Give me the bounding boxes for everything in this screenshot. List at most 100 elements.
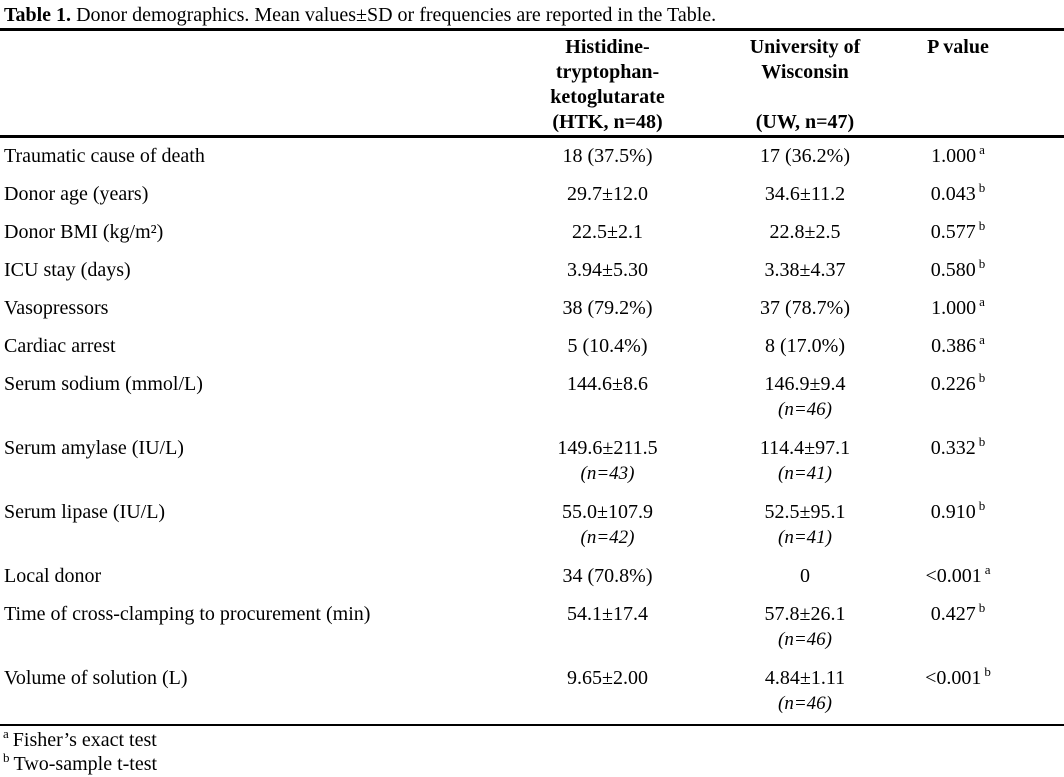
uw-value: 34.6±11.2 (710, 176, 900, 214)
table-body: Traumatic cause of death 18 (37.5%) 17 (36… (0, 137, 1064, 725)
htk-value-main: 29.7±12.0 (567, 183, 648, 205)
uw-value-main: 146.9±9.4 (764, 373, 846, 395)
column-header-htk: Histidine- tryptophan- ketoglutarate (HT… (505, 31, 710, 138)
footnote-b-text: Two-sample t-test (13, 753, 158, 775)
uw-value-main: 114.4±97.1 (759, 437, 851, 459)
uw-value-main: 0 (800, 565, 810, 587)
column-header-pvalue: P value (900, 31, 1064, 138)
column-header-htk-name: Histidine- tryptophan- ketoglutarate (550, 36, 665, 108)
footnote-a-text: Fisher’s exact test (12, 729, 157, 751)
htk-value: 144.6±8.6 (505, 366, 710, 430)
htk-value-main: 144.6±8.6 (567, 373, 648, 395)
p-value-footnote-marker: b (978, 256, 986, 272)
table-caption-text: Donor demographics. Mean values±SD or fr… (76, 4, 717, 26)
p-value-footnote-marker: a (979, 294, 985, 310)
uw-value-n: (n=46) (778, 629, 832, 650)
p-value-footnote-marker: b (978, 600, 986, 616)
p-value-number: 0.043 (930, 183, 976, 205)
htk-value-main: 55.0±107.9 (562, 501, 653, 523)
uw-value: 146.9±9.4 (n=46) (710, 366, 900, 430)
p-value-number: <0.001 (925, 565, 982, 587)
row-label: Volume of solution (L) (4, 667, 188, 689)
row-label: ICU stay (days) (4, 259, 131, 281)
table-row: Donor BMI (kg/m²) 22.5±2.1 22.8±2.5 0.577 b (0, 214, 1064, 252)
htk-value: 29.7±12.0 (505, 176, 710, 214)
column-header-uw-n: (UW, n=47) (755, 111, 855, 133)
uw-value: 52.5±95.1 (n=41) (710, 494, 900, 558)
p-value-footnote-marker: b (978, 434, 986, 450)
uw-value-main: 57.8±26.1 (764, 603, 846, 625)
htk-value-n: (n=43) (580, 463, 635, 484)
uw-value: 8 (17.0%) (710, 328, 900, 366)
htk-value-main: 5 (10.4%) (567, 335, 648, 357)
htk-value: 38 (79.2%) (505, 290, 710, 328)
uw-value-main: 3.38±4.37 (764, 259, 846, 281)
p-value: 0.332 b (900, 430, 1064, 494)
htk-value: 5 (10.4%) (505, 328, 710, 366)
p-value-footnote-marker: b (978, 370, 986, 386)
htk-value-main: 9.65±2.00 (567, 667, 648, 689)
column-header-pvalue-name: P value (927, 36, 989, 58)
uw-value-main: 22.8±2.5 (769, 221, 841, 243)
p-value-number: 0.226 (930, 373, 976, 395)
uw-value: 37 (78.7%) (710, 290, 900, 328)
p-value-footnote-marker: b (978, 180, 986, 196)
p-value: 0.427 b (900, 596, 1064, 660)
p-value-footnote-marker: a (984, 562, 991, 578)
p-value: 0.043 b (900, 176, 1064, 214)
table-row: Serum amylase (IU/L) 149.6±211.5 (n=43) 114… (0, 430, 1064, 494)
table-row: Local donor 34 (70.8%) 0 <0.001 a (0, 558, 1064, 596)
uw-value: 0 (710, 558, 900, 596)
table-row: Donor age (years) 29.7±12.0 34.6±11.2 0.043… (0, 176, 1064, 214)
row-label: Cardiac arrest (4, 335, 116, 357)
table-row: Traumatic cause of death 18 (37.5%) 17 (36… (0, 137, 1064, 177)
row-label: Vasopressors (4, 297, 109, 319)
p-value: 1.000 a (900, 137, 1064, 177)
p-value: 1.000 a (900, 290, 1064, 328)
p-value-number: <0.001 (925, 667, 982, 689)
uw-value-main: 17 (36.2%) (760, 145, 850, 167)
footnote-b: b Two-sample t-test (3, 751, 1064, 776)
uw-value: 4.84±1.11 (n=46) (710, 660, 900, 724)
p-value: 0.580 b (900, 252, 1064, 290)
htk-value: 34 (70.8%) (505, 558, 710, 596)
htk-value-main: 3.94±5.30 (567, 259, 648, 281)
table-row: Serum lipase (IU/L) 55.0±107.9 (n=42) 52.5±… (0, 494, 1064, 558)
p-value: 0.577 b (900, 214, 1064, 252)
uw-value-n: (n=41) (778, 463, 832, 484)
p-value-number: 1.000 (931, 297, 977, 319)
htk-value-n: (n=42) (580, 527, 635, 548)
uw-value-n: (n=46) (778, 693, 832, 714)
row-label: Time of cross-clamping to procurement (m… (4, 603, 371, 625)
p-value: 0.386 a (900, 328, 1064, 366)
p-value-footnote-marker: b (984, 664, 991, 680)
header-empty-cell (0, 31, 505, 138)
uw-value: 3.38±4.37 (710, 252, 900, 290)
htk-value: 9.65±2.00 (505, 660, 710, 724)
header-row: Histidine- tryptophan- ketoglutarate (HT… (0, 31, 1064, 138)
htk-value-main: 38 (79.2%) (562, 297, 653, 319)
htk-value: 149.6±211.5 (n=43) (505, 430, 710, 494)
uw-value: 22.8±2.5 (710, 214, 900, 252)
p-value-number: 1.000 (931, 145, 977, 167)
htk-value-main: 22.5±2.1 (572, 221, 643, 243)
table-header: Histidine- tryptophan- ketoglutarate (HT… (0, 31, 1064, 138)
donor-demographics-table: Histidine- tryptophan- ketoglutarate (HT… (0, 31, 1064, 724)
uw-value: 17 (36.2%) (710, 137, 900, 177)
p-value-footnote-marker: a (979, 142, 985, 158)
row-label: Local donor (4, 565, 102, 587)
table-row: Serum sodium (mmol/L) 144.6±8.6 146.9±9.4 (… (0, 366, 1064, 430)
table-row: Volume of solution (L) 9.65±2.00 4.84±1.11… (0, 660, 1064, 724)
htk-value-main: 18 (37.5%) (562, 145, 653, 167)
p-value-number: 0.580 (930, 259, 976, 281)
column-header-pvalue-block: P value (900, 35, 1016, 135)
htk-value-main: 149.6±211.5 (557, 437, 658, 459)
uw-value-main: 52.5±95.1 (764, 501, 846, 523)
row-label: Serum sodium (mmol/L) (4, 373, 203, 395)
row-label: Donor BMI (kg/m²) (4, 221, 164, 243)
table-row: Time of cross-clamping to procurement (m… (0, 596, 1064, 660)
p-value-footnote-marker: b (978, 218, 986, 234)
uw-value: 57.8±26.1 (n=46) (710, 596, 900, 660)
p-value: <0.001 a (900, 558, 1064, 596)
column-header-uw-name: University of Wisconsin (749, 36, 861, 83)
